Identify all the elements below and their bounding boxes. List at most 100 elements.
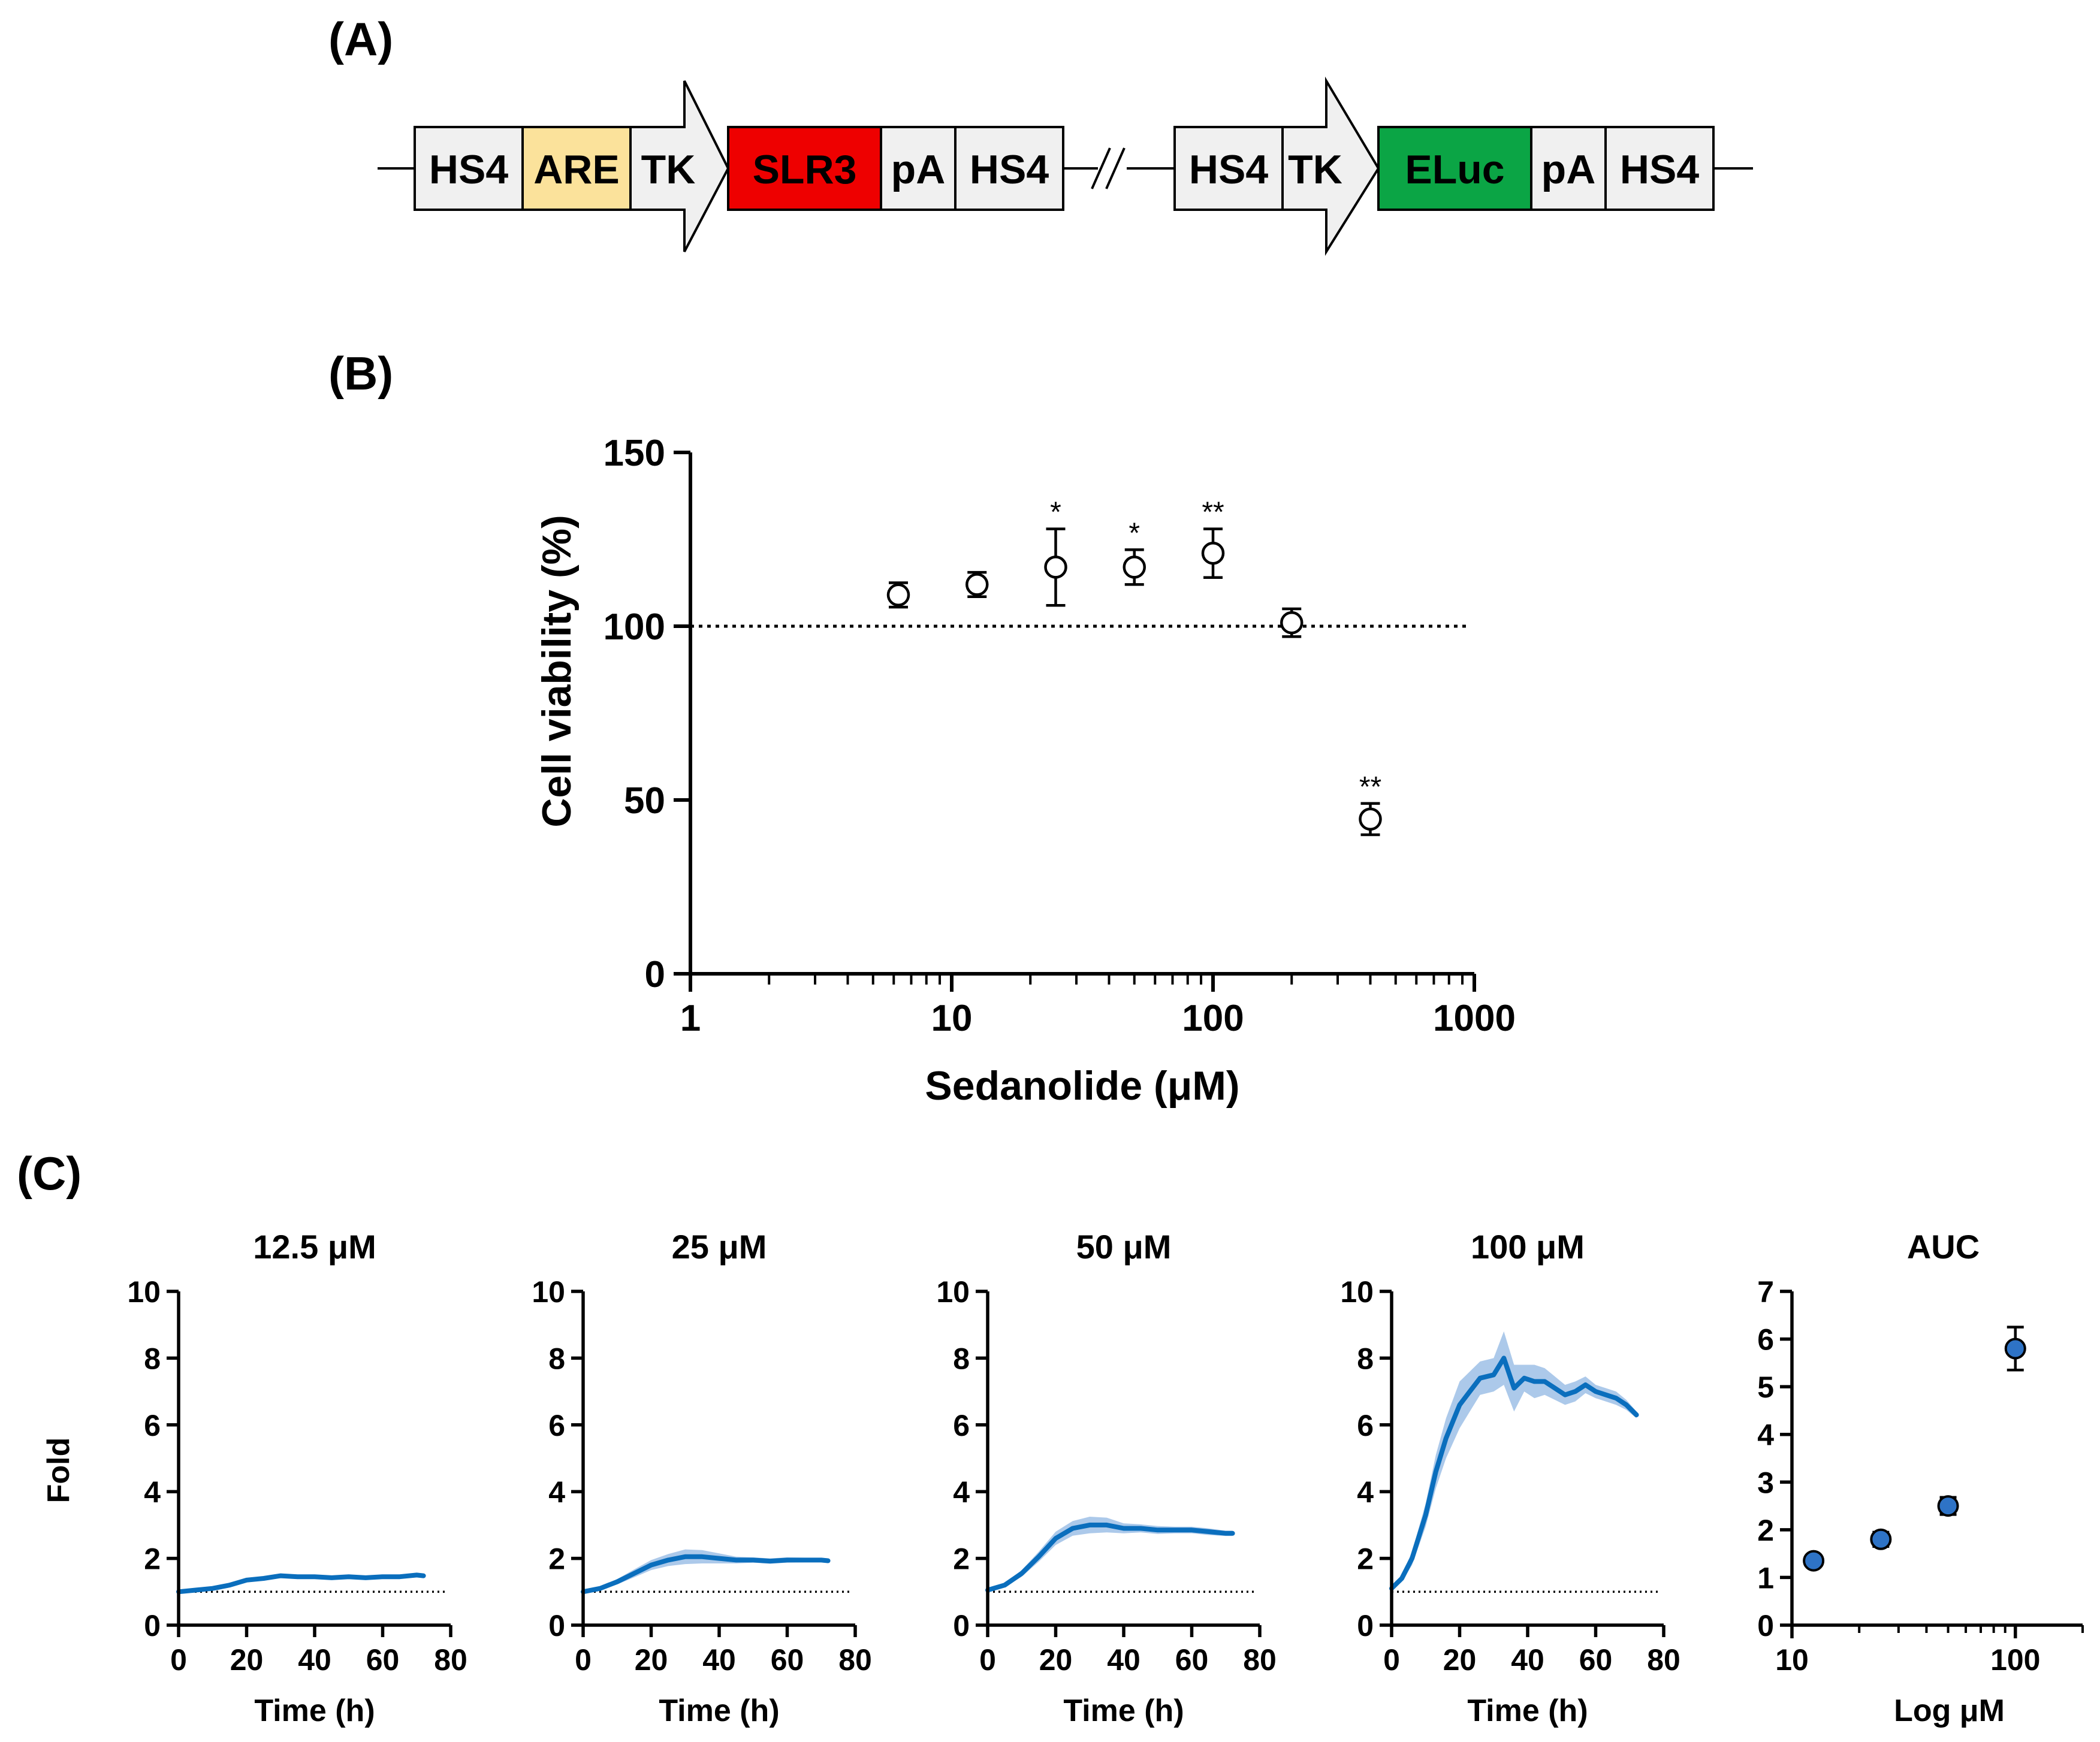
y-tick-label: 8 xyxy=(1357,1342,1374,1375)
construct-diagram: HS4 ARE TK SLR3 pA HS4 HS4 TK ELuc pA HS4 xyxy=(378,76,1753,256)
series-line xyxy=(176,1572,426,1595)
x-tick-label: 60 xyxy=(1175,1643,1209,1677)
x-tick-label: 0 xyxy=(1383,1643,1400,1677)
chart-cell-viability: 0 50 100 150 1 10 100 1000 Sedanolide (μM) Cell v… xyxy=(534,433,1516,1109)
panel-label-b: (B) xyxy=(328,347,393,400)
x-tick-label: 0 xyxy=(575,1643,592,1677)
x-axis-label: Time (h) xyxy=(1063,1693,1184,1728)
x-tick-label: 100 xyxy=(1990,1643,2040,1677)
y-tick-label: 10 xyxy=(532,1275,565,1309)
x-tick-label: 20 xyxy=(1039,1643,1073,1677)
cassette1-element-2-arrow xyxy=(629,80,730,252)
cassette1-element-5-box xyxy=(954,126,1064,211)
x-tick-label: 1000 xyxy=(1433,998,1516,1039)
chart-time-course-100: 100 μM 0 2 4 6 8 10 0 20 40 60 80 Time (h) xyxy=(1340,1228,1680,1728)
y-tick-label: 8 xyxy=(548,1342,565,1375)
cassette2-element-0-label: HS4 xyxy=(1189,147,1268,192)
chart-title: 25 μM xyxy=(672,1228,767,1266)
chart-title: 100 μM xyxy=(1471,1228,1585,1266)
data-point-5 xyxy=(1280,611,1304,635)
significance-label-2: * xyxy=(1050,497,1061,529)
y-tick-label: 0 xyxy=(1757,1609,1774,1643)
x-axis-label: Time (h) xyxy=(659,1693,779,1728)
y-tick-label: 1 xyxy=(1757,1561,1774,1595)
cassette2-element-2-label: ELuc xyxy=(1405,147,1504,192)
cassette2-element-4-box xyxy=(1604,126,1715,211)
cassette1-element-1-label: ARE xyxy=(533,147,620,192)
data-point-2 xyxy=(1044,555,1067,579)
x-axis-label: Log μM xyxy=(1894,1693,2005,1728)
y-tick-label: 2 xyxy=(1757,1514,1774,1547)
x-tick-label: 60 xyxy=(771,1643,804,1677)
y-tick-label: 3 xyxy=(1757,1466,1774,1499)
y-tick-label: 8 xyxy=(953,1342,970,1375)
y-tick-label: 6 xyxy=(548,1409,565,1442)
x-tick-label: 40 xyxy=(1107,1643,1140,1677)
cassette2-element-3-label: pA xyxy=(1541,147,1596,192)
y-tick-label: 7 xyxy=(1757,1275,1774,1309)
series-error-band xyxy=(1392,1331,1637,1590)
break-slash-2 xyxy=(1105,147,1126,189)
x-tick-label: 20 xyxy=(1443,1643,1477,1677)
chart-time-course-25: 25 μM 0 2 4 6 8 10 0 20 40 60 80 Time (h) xyxy=(532,1228,871,1728)
x-tick-label: 80 xyxy=(838,1643,872,1677)
x-tick-label: 1 xyxy=(680,998,701,1039)
x-axis-label: Sedanolide (μM) xyxy=(925,1063,1239,1109)
data-point-1 xyxy=(1870,1528,1892,1550)
x-tick-label: 10 xyxy=(931,998,973,1039)
x-tick-label: 40 xyxy=(1511,1643,1544,1677)
y-tick-label: 6 xyxy=(953,1409,970,1442)
y-tick-label: 6 xyxy=(1357,1409,1374,1442)
cassette2-element-1-arrow xyxy=(1281,76,1380,256)
panel-label-c: (C) xyxy=(17,1147,82,1200)
y-tick-label: 0 xyxy=(144,1609,161,1643)
y-tick-label: 100 xyxy=(604,606,665,648)
y-tick-label: 10 xyxy=(1340,1275,1374,1309)
cassette1-element-3-box xyxy=(727,126,882,211)
chart-auc: AUC 0 1 2 3 4 5 6 7 10 100 Log μM xyxy=(1757,1228,2084,1728)
series-error-band xyxy=(988,1517,1233,1592)
chart-title: 50 μM xyxy=(1076,1228,1172,1266)
y-tick-label: 4 xyxy=(548,1475,565,1509)
y-tick-label: 10 xyxy=(127,1275,161,1309)
cassette1-element-1-box xyxy=(521,126,632,211)
data-point-2 xyxy=(1937,1495,1959,1517)
y-tick-label: 0 xyxy=(953,1609,970,1643)
data-point-0 xyxy=(886,583,910,607)
x-tick-label: 40 xyxy=(702,1643,736,1677)
x-tick-label: 60 xyxy=(1579,1643,1613,1677)
x-tick-label: 100 xyxy=(1182,998,1244,1039)
y-tick-label: 0 xyxy=(645,954,665,995)
y-tick-label: 4 xyxy=(144,1475,161,1509)
cassette2-element-2-box xyxy=(1377,126,1532,211)
x-axis-label: Time (h) xyxy=(254,1693,375,1728)
panel-label-a: (A) xyxy=(328,13,393,65)
cassette1-element-5-label: HS4 xyxy=(970,147,1049,192)
data-point-1 xyxy=(965,573,989,596)
break-slash-1 xyxy=(1091,147,1111,189)
series-line xyxy=(581,1554,831,1595)
x-tick-label: 20 xyxy=(230,1643,264,1677)
significance-label-6: ** xyxy=(1359,771,1381,803)
y-tick-label: 4 xyxy=(1757,1418,1774,1452)
x-tick-label: 0 xyxy=(979,1643,996,1677)
y-tick-label: 50 xyxy=(624,780,665,822)
x-tick-label: 20 xyxy=(635,1643,668,1677)
cassette2-element-4-label: HS4 xyxy=(1620,147,1699,192)
significance-label-3: * xyxy=(1129,517,1140,549)
data-point-3 xyxy=(2004,1338,2026,1360)
cassette1-element-0-label: HS4 xyxy=(429,147,508,192)
cassette1-element-4-box xyxy=(880,126,957,211)
y-tick-label: 150 xyxy=(604,433,665,474)
x-tick-label: 10 xyxy=(1775,1643,1809,1677)
significance-label-4: ** xyxy=(1202,497,1224,529)
cassette1-element-2-label: TK xyxy=(641,147,696,192)
y-tick-label: 2 xyxy=(548,1542,565,1576)
cassette1-element-4-label: pA xyxy=(891,147,946,192)
y-tick-label: 4 xyxy=(1357,1475,1374,1509)
x-axis-label: Time (h) xyxy=(1467,1693,1588,1728)
y-tick-label: 2 xyxy=(1357,1542,1374,1576)
data-point-6 xyxy=(1359,807,1382,831)
y-axis-label: Cell viability (%) xyxy=(534,515,580,827)
x-tick-label: 80 xyxy=(1647,1643,1680,1677)
